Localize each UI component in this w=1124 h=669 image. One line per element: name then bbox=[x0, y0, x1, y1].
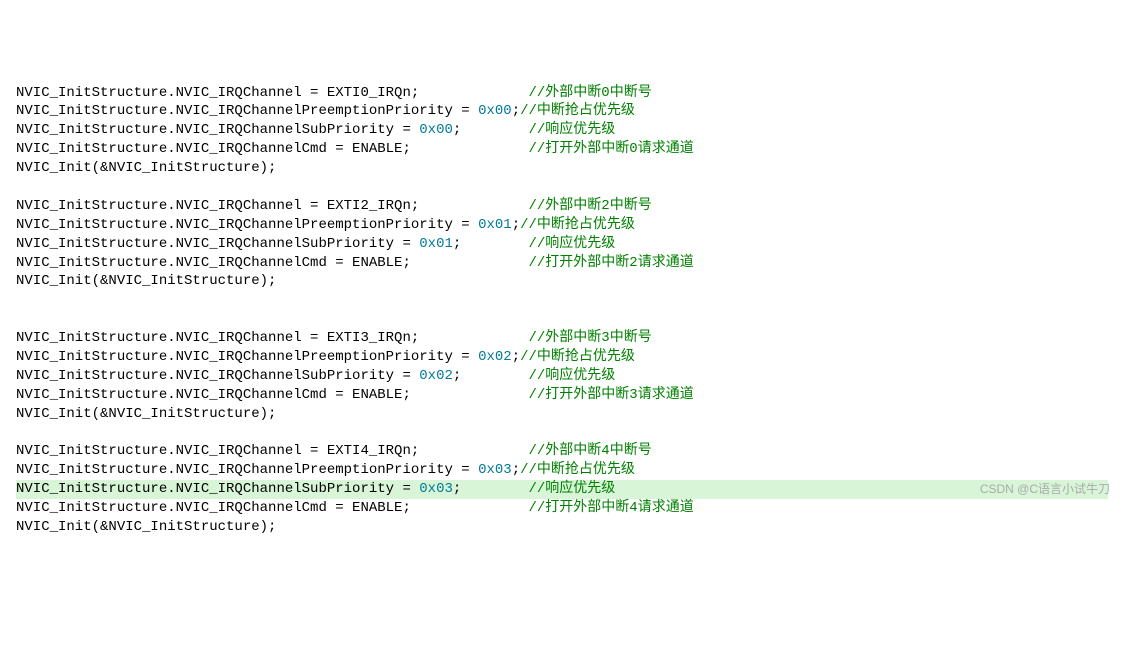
hex-literal: 0x01 bbox=[419, 236, 453, 252]
code-line: NVIC_InitStructure.NVIC_IRQChannelSubPri… bbox=[16, 235, 1108, 254]
code-segment: NVIC_InitStructure.NVIC_IRQChannelPreemp… bbox=[16, 462, 478, 478]
code-segment: NVIC_InitStructure.NVIC_IRQChannelSubPri… bbox=[16, 368, 419, 384]
hex-literal: 0x02 bbox=[478, 349, 512, 365]
blank-line bbox=[16, 310, 1108, 329]
code-line: NVIC_InitStructure.NVIC_IRQChannelPreemp… bbox=[16, 216, 1108, 235]
code-line: NVIC_InitStructure.NVIC_IRQChannelCmd = … bbox=[16, 140, 1108, 159]
code-segment: ; bbox=[512, 349, 520, 365]
hex-literal: 0x02 bbox=[419, 368, 453, 384]
hex-literal: 0x03 bbox=[419, 481, 453, 497]
comment-text: //打开外部中断0请求通道 bbox=[528, 141, 693, 157]
code-segment: ; bbox=[512, 103, 520, 119]
code-segment: NVIC_Init(&NVIC_InitStructure); bbox=[16, 406, 276, 422]
comment-text: //中断抢占优先级 bbox=[520, 103, 635, 119]
code-line: NVIC_Init(&NVIC_InitStructure); bbox=[16, 518, 1108, 537]
code-segment: NVIC_InitStructure.NVIC_IRQChannel = EXT… bbox=[16, 443, 528, 459]
comment-text: //外部中断3中断号 bbox=[528, 330, 651, 346]
hex-literal: 0x00 bbox=[478, 103, 512, 119]
code-segment: NVIC_Init(&NVIC_InitStructure); bbox=[16, 273, 276, 289]
code-segment: NVIC_InitStructure.NVIC_IRQChannelCmd = … bbox=[16, 255, 528, 271]
code-segment: ; bbox=[512, 217, 520, 233]
hex-literal: 0x01 bbox=[478, 217, 512, 233]
comment-text: //响应优先级 bbox=[529, 122, 616, 138]
code-segment: NVIC_InitStructure.NVIC_IRQChannel = EXT… bbox=[16, 330, 528, 346]
code-editor-view: NVIC_InitStructure.NVIC_IRQChannel = EXT… bbox=[16, 84, 1108, 537]
comment-text: //中断抢占优先级 bbox=[520, 349, 635, 365]
code-line: NVIC_Init(&NVIC_InitStructure); bbox=[16, 405, 1108, 424]
code-line: NVIC_Init(&NVIC_InitStructure); bbox=[16, 159, 1108, 178]
hex-literal: 0x00 bbox=[419, 122, 453, 138]
comment-text: //打开外部中断3请求通道 bbox=[528, 387, 693, 403]
code-line: NVIC_InitStructure.NVIC_IRQChannelPreemp… bbox=[16, 348, 1108, 367]
watermark-text: CSDN @C语言小试牛刀 bbox=[980, 481, 1110, 497]
code-segment: NVIC_InitStructure.NVIC_IRQChannelCmd = … bbox=[16, 387, 528, 403]
comment-text: //响应优先级 bbox=[529, 368, 616, 384]
code-segment: ; bbox=[453, 481, 529, 497]
blank-line bbox=[16, 424, 1108, 443]
code-segment: NVIC_InitStructure.NVIC_IRQChannel = EXT… bbox=[16, 85, 528, 101]
hex-literal: 0x03 bbox=[478, 462, 512, 478]
comment-text: //外部中断2中断号 bbox=[528, 198, 651, 214]
comment-text: //中断抢占优先级 bbox=[520, 217, 635, 233]
code-line: NVIC_InitStructure.NVIC_IRQChannel = EXT… bbox=[16, 84, 1108, 103]
code-segment: NVIC_Init(&NVIC_InitStructure); bbox=[16, 519, 276, 535]
code-segment: ; bbox=[453, 236, 529, 252]
code-segment: NVIC_InitStructure.NVIC_IRQChannelPreemp… bbox=[16, 349, 478, 365]
code-segment: NVIC_InitStructure.NVIC_IRQChannelSubPri… bbox=[16, 481, 419, 497]
code-segment: NVIC_InitStructure.NVIC_IRQChannelSubPri… bbox=[16, 122, 419, 138]
code-line: NVIC_InitStructure.NVIC_IRQChannelCmd = … bbox=[16, 254, 1108, 273]
code-line: NVIC_InitStructure.NVIC_IRQChannelCmd = … bbox=[16, 499, 1108, 518]
code-segment: NVIC_InitStructure.NVIC_IRQChannelPreemp… bbox=[16, 217, 478, 233]
blank-line bbox=[16, 291, 1108, 310]
comment-text: //响应优先级 bbox=[529, 481, 616, 497]
code-segment: ; bbox=[453, 122, 529, 138]
code-segment: ; bbox=[453, 368, 529, 384]
code-line: NVIC_InitStructure.NVIC_IRQChannel = EXT… bbox=[16, 329, 1108, 348]
comment-text: //外部中断4中断号 bbox=[528, 443, 651, 459]
code-line: NVIC_InitStructure.NVIC_IRQChannel = EXT… bbox=[16, 442, 1108, 461]
code-line: NVIC_InitStructure.NVIC_IRQChannelPreemp… bbox=[16, 102, 1108, 121]
comment-text: //中断抢占优先级 bbox=[520, 462, 635, 478]
blank-line bbox=[16, 178, 1108, 197]
code-line: NVIC_Init(&NVIC_InitStructure); bbox=[16, 272, 1108, 291]
code-line: NVIC_InitStructure.NVIC_IRQChannelSubPri… bbox=[16, 367, 1108, 386]
code-line: NVIC_InitStructure.NVIC_IRQChannelSubPri… bbox=[16, 121, 1108, 140]
code-segment: NVIC_InitStructure.NVIC_IRQChannel = EXT… bbox=[16, 198, 528, 214]
code-line: NVIC_InitStructure.NVIC_IRQChannelCmd = … bbox=[16, 386, 1108, 405]
code-line: NVIC_InitStructure.NVIC_IRQChannel = EXT… bbox=[16, 197, 1108, 216]
code-segment: NVIC_Init(&NVIC_InitStructure); bbox=[16, 160, 276, 176]
comment-text: //响应优先级 bbox=[529, 236, 616, 252]
code-segment: NVIC_InitStructure.NVIC_IRQChannelCmd = … bbox=[16, 141, 528, 157]
comment-text: //打开外部中断2请求通道 bbox=[528, 255, 693, 271]
code-segment: ; bbox=[512, 462, 520, 478]
code-line: NVIC_InitStructure.NVIC_IRQChannelPreemp… bbox=[16, 461, 1108, 480]
code-line: NVIC_InitStructure.NVIC_IRQChannelSubPri… bbox=[16, 480, 1108, 499]
code-segment: NVIC_InitStructure.NVIC_IRQChannelSubPri… bbox=[16, 236, 419, 252]
code-segment: NVIC_InitStructure.NVIC_IRQChannelPreemp… bbox=[16, 103, 478, 119]
comment-text: //外部中断0中断号 bbox=[528, 85, 651, 101]
